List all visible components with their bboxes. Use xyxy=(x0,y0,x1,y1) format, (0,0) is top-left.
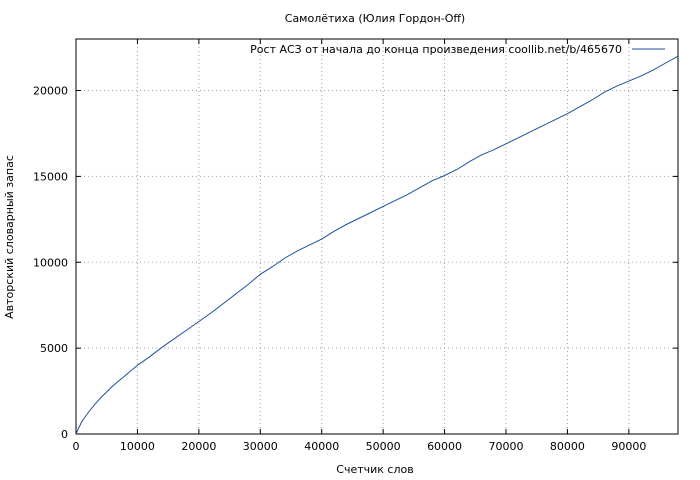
x-tick-label: 40000 xyxy=(304,440,339,453)
series-layer xyxy=(75,55,679,435)
x-tick-label: 80000 xyxy=(550,440,585,453)
x-tick-label: 90000 xyxy=(611,440,646,453)
y-tick-label: 5000 xyxy=(40,342,68,355)
y-tick-label: 10000 xyxy=(33,256,68,269)
x-tick-label: 50000 xyxy=(366,440,401,453)
legend: Рост АСЗ от начала до конца произведения… xyxy=(250,43,665,56)
plot-frame xyxy=(75,38,679,435)
grid-lines xyxy=(76,39,678,434)
legend-label: Рост АСЗ от начала до конца произведения… xyxy=(250,43,622,56)
axis-ticks: 0 10000 20000 30000 40000 50000 60000 70000 8000… xyxy=(33,39,678,453)
y-tick-label: 0 xyxy=(61,428,68,441)
chart-title: Самолётиха (Юлия Гордон-Off) xyxy=(285,12,465,25)
x-tick-label: 0 xyxy=(73,440,80,453)
series-line xyxy=(75,55,679,435)
y-axis-label: Авторский словарный запас xyxy=(3,155,16,319)
x-tick-label: 30000 xyxy=(243,440,278,453)
y-tick-label: 15000 xyxy=(33,170,68,183)
x-tick-label: 20000 xyxy=(181,440,216,453)
x-tick-label: 60000 xyxy=(427,440,462,453)
y-tick-label: 20000 xyxy=(33,85,68,98)
x-tick-label: 10000 xyxy=(120,440,155,453)
x-axis-label: Счетчик слов xyxy=(336,463,413,476)
x-tick-label: 70000 xyxy=(489,440,524,453)
